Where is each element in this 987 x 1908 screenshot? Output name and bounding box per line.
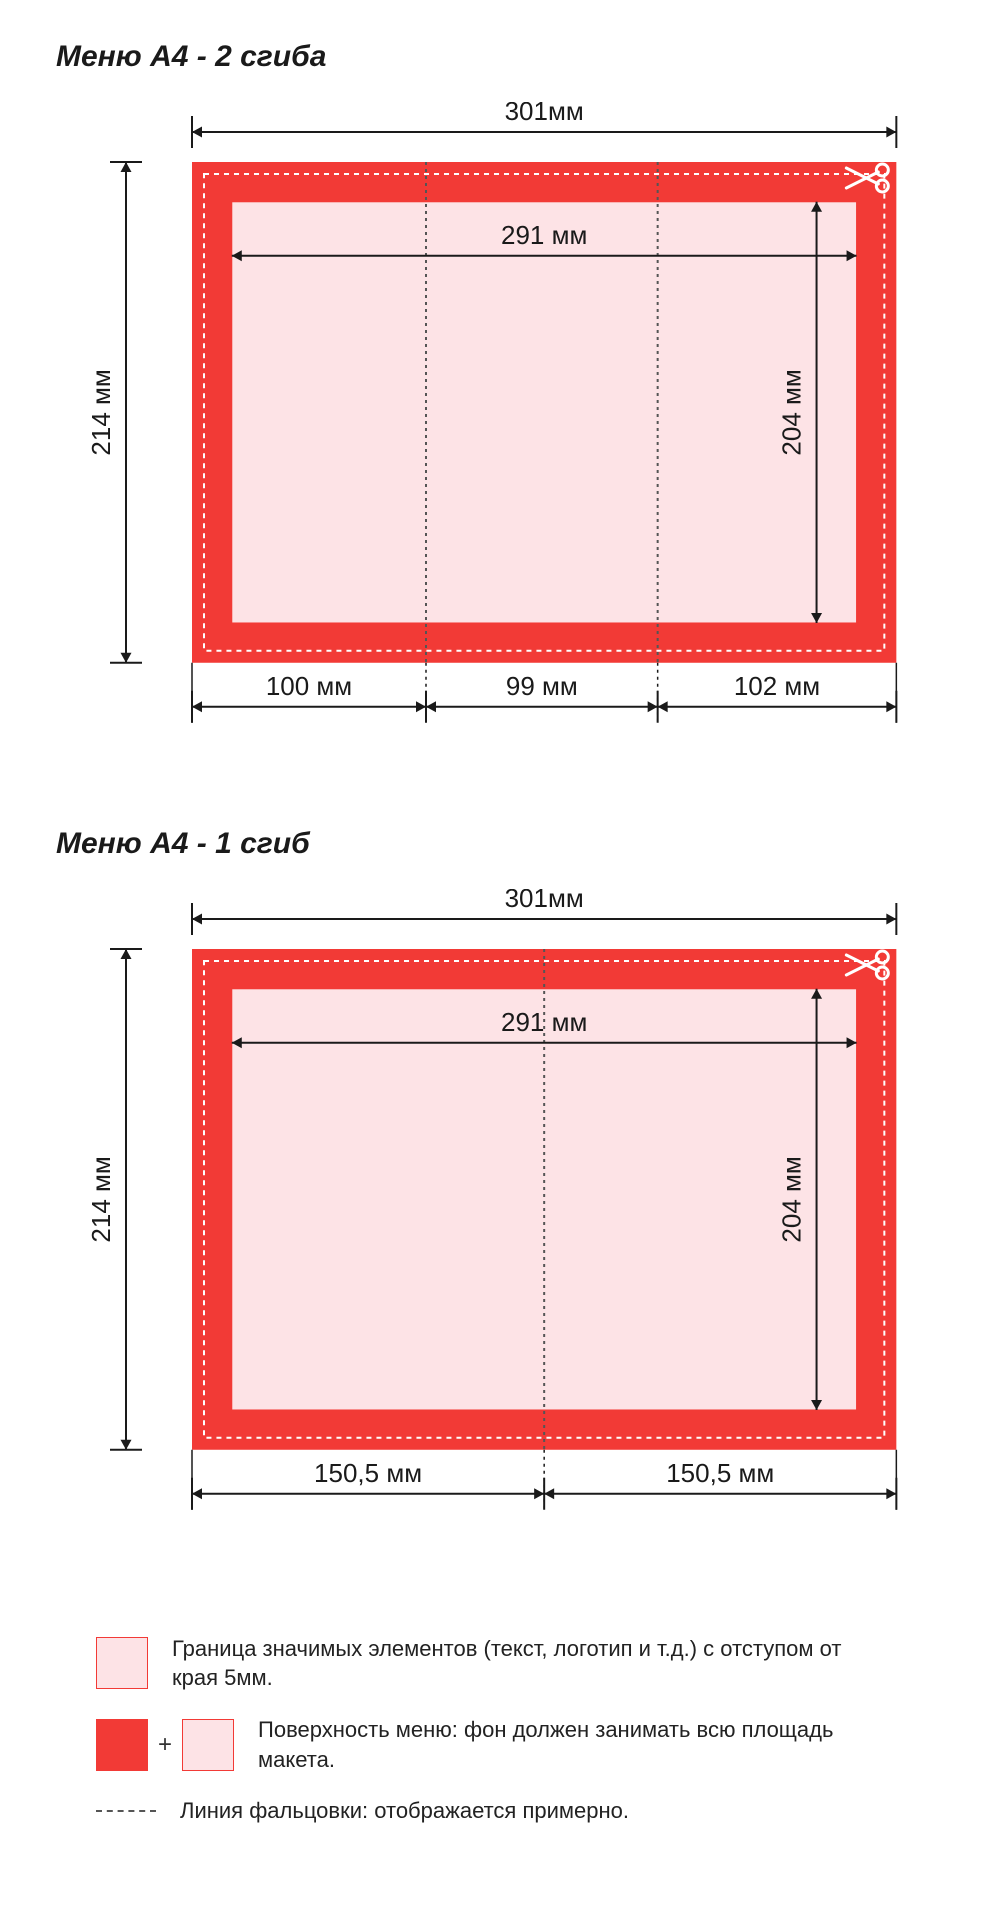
dimension-label: 291 мм <box>501 1007 587 1037</box>
dimension-label: 204 мм <box>777 369 807 455</box>
layout-diagram: 301мм 214 мм 291 мм 204 мм 150,5 мм 150,5 мм <box>56 889 926 1534</box>
diagram-title: Меню А4 - 2 сгиба <box>56 40 931 74</box>
dimension-label: 150,5 мм <box>314 1458 422 1488</box>
diagram-container: 301мм 214 мм 291 мм 204 мм 150,5 мм 150,5 мм <box>56 889 931 1534</box>
diagram-title: Меню А4 - 1 сгиб <box>56 827 931 861</box>
plus-icon: + <box>158 1731 172 1759</box>
layout-diagram: 301мм 214 мм 291 мм 204 мм 100 мм 99 мм 102 мм <box>56 102 926 747</box>
swatch-fold-line <box>96 1810 156 1812</box>
dimension-label: 214 мм <box>86 1156 116 1242</box>
swatch-safe <box>182 1719 234 1771</box>
safe-area <box>232 202 857 623</box>
dimension-label: 214 мм <box>86 369 116 455</box>
dimension-label: 100 мм <box>266 671 352 701</box>
dimension-label: 301мм <box>505 889 584 913</box>
swatch-bleed <box>96 1719 148 1771</box>
legend-text: Граница значимых элементов (текст, логот… <box>172 1634 891 1693</box>
legend-text: Линия фальцовки: отображается примерно. <box>180 1796 629 1826</box>
safe-area <box>232 989 857 1410</box>
swatch-safe <box>96 1637 148 1689</box>
dimension-label: 99 мм <box>506 671 578 701</box>
dimension-label: 150,5 мм <box>666 1458 774 1488</box>
legend: Граница значимых элементов (текст, логот… <box>56 1614 931 1826</box>
dimension-label: 204 мм <box>777 1156 807 1242</box>
legend-row-bleed: + Поверхность меню: фон должен занимать в… <box>96 1715 891 1774</box>
dimension-label: 301мм <box>505 102 584 126</box>
legend-row-fold: Линия фальцовки: отображается примерно. <box>96 1796 891 1826</box>
legend-row-safe: Граница значимых элементов (текст, логот… <box>96 1634 891 1693</box>
legend-text: Поверхность меню: фон должен занимать вс… <box>258 1715 891 1774</box>
dimension-label: 102 мм <box>734 671 820 701</box>
diagram-container: 301мм 214 мм 291 мм 204 мм 100 мм 99 мм 102 мм <box>56 102 931 747</box>
dimension-label: 291 мм <box>501 220 587 250</box>
